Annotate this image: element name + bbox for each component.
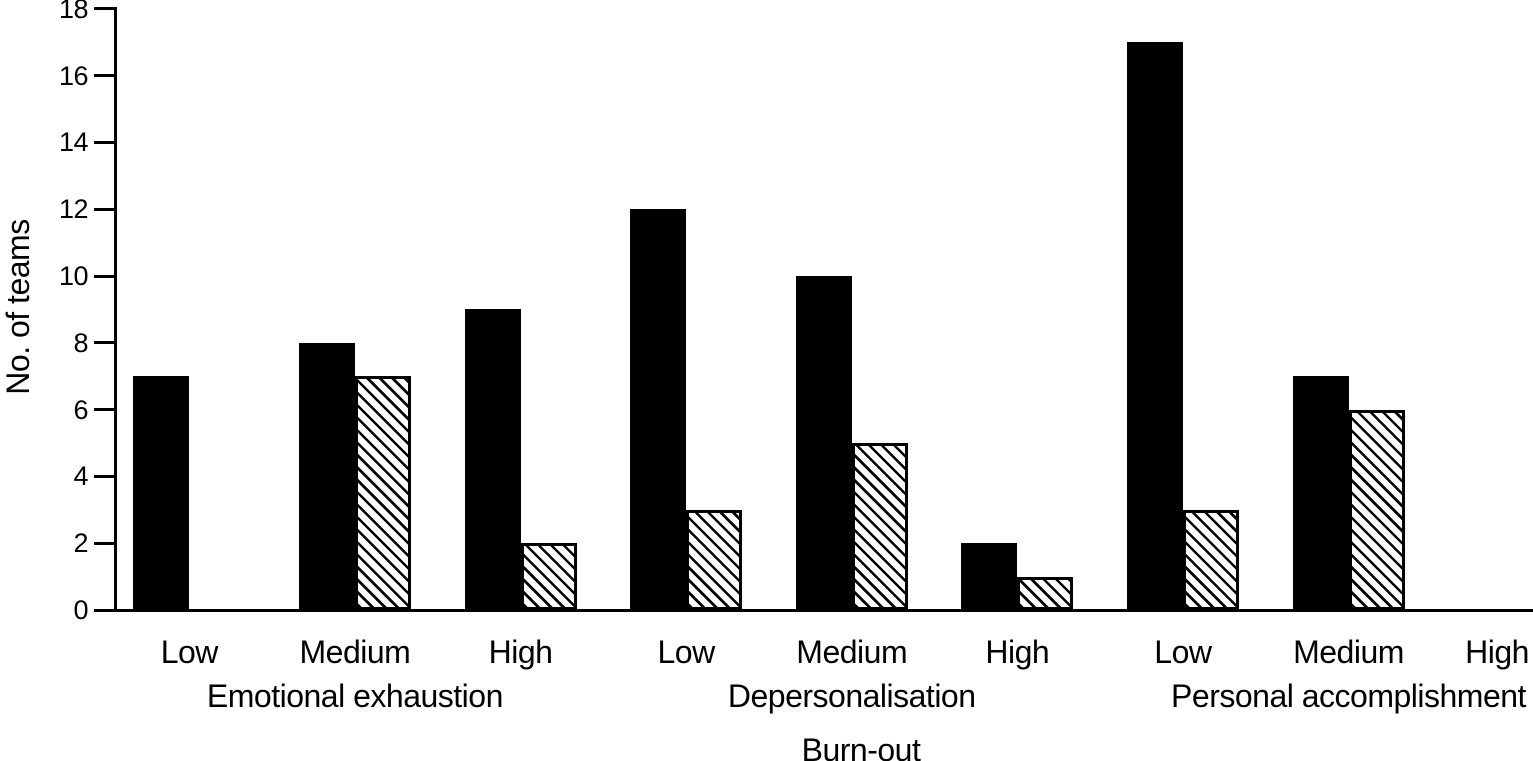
bar-diagonal-hatch bbox=[686, 510, 743, 610]
bar-solid-black bbox=[133, 376, 190, 610]
x-axis-title: Burn-out bbox=[801, 732, 921, 761]
bar-solid-black bbox=[630, 209, 687, 610]
category-label: Medium bbox=[299, 634, 411, 670]
category-label: High bbox=[985, 634, 1050, 670]
bar-diagonal-hatch bbox=[1017, 577, 1074, 610]
group-label: Personal accomplishment bbox=[1171, 678, 1526, 714]
y-tick-mark bbox=[94, 274, 114, 278]
y-tick-mark bbox=[94, 474, 114, 478]
category-label: High bbox=[488, 634, 553, 670]
bar-solid-black bbox=[1292, 376, 1349, 610]
category-label: High bbox=[1465, 634, 1529, 670]
group-label: Depersonalisation bbox=[727, 678, 976, 714]
y-tick-label: 2 bbox=[73, 528, 88, 559]
y-axis-line bbox=[114, 6, 117, 612]
y-tick-mark bbox=[94, 408, 114, 412]
category-label: Low bbox=[160, 634, 219, 670]
y-tick-mark bbox=[94, 140, 114, 144]
bar-solid-black bbox=[298, 343, 355, 610]
bar-diagonal-hatch bbox=[520, 543, 577, 610]
x-axis-line bbox=[114, 609, 1533, 612]
bar-diagonal-hatch bbox=[1182, 510, 1239, 610]
group-label: Emotional exhaustion bbox=[206, 678, 503, 714]
y-tick-label: 10 bbox=[58, 261, 89, 291]
y-tick-mark bbox=[94, 207, 114, 211]
y-tick-mark bbox=[94, 608, 114, 612]
y-tick-label: 8 bbox=[73, 327, 88, 358]
category-label: Low bbox=[1154, 634, 1212, 670]
bar-solid-black bbox=[464, 309, 521, 610]
y-tick-mark bbox=[94, 341, 114, 345]
bar-diagonal-hatch bbox=[354, 376, 411, 610]
category-label: Medium bbox=[796, 634, 908, 670]
y-tick-label: 4 bbox=[73, 461, 88, 492]
y-tick-label: 0 bbox=[73, 595, 88, 625]
bar-solid-black bbox=[795, 276, 852, 610]
y-tick-label: 16 bbox=[58, 60, 89, 91]
y-tick-label: 14 bbox=[58, 127, 89, 158]
category-label: Medium bbox=[1293, 634, 1404, 670]
y-tick-mark bbox=[94, 74, 114, 78]
category-label: Low bbox=[657, 634, 715, 670]
bar-solid-black bbox=[961, 543, 1018, 610]
bar-diagonal-hatch bbox=[1348, 410, 1405, 610]
y-tick-mark bbox=[94, 541, 114, 545]
y-tick-label: 12 bbox=[58, 194, 89, 225]
y-tick-label: 6 bbox=[73, 394, 88, 425]
y-tick-label: 18 bbox=[58, 0, 89, 24]
bar-diagonal-hatch bbox=[851, 443, 908, 610]
y-tick-mark bbox=[94, 7, 114, 11]
bar-solid-black bbox=[1126, 42, 1183, 610]
